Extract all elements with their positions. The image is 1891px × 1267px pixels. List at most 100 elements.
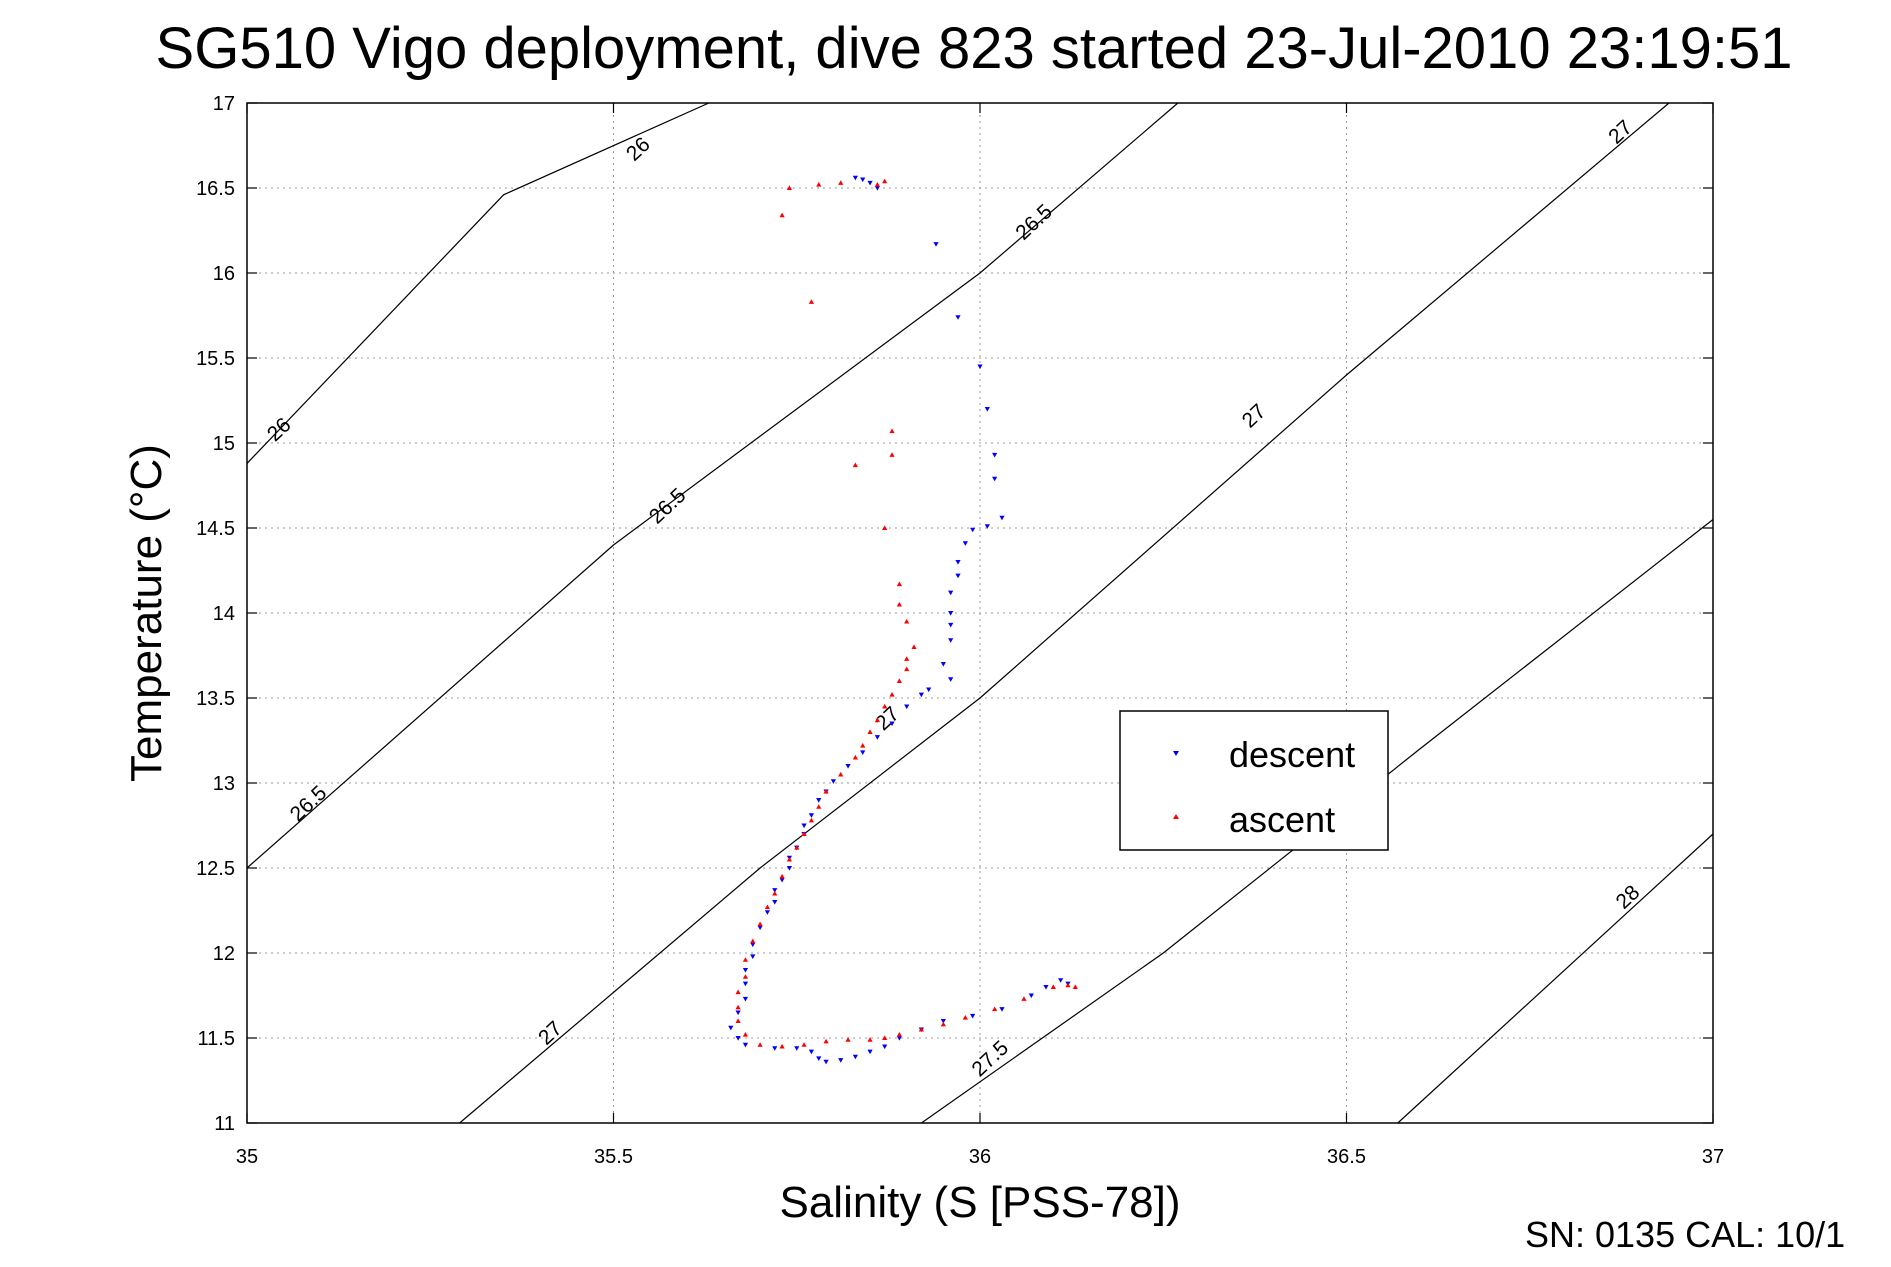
y-tick-label: 14 [213, 603, 235, 625]
ascent-point [838, 180, 844, 185]
x-tick-label: 35.5 [594, 1146, 633, 1168]
contour-label: 27 [534, 1017, 567, 1050]
contour-label: 26.5 [1011, 200, 1057, 245]
ascent-point [882, 525, 888, 530]
ascent-point [823, 788, 829, 794]
y-tick-label: 15 [213, 433, 235, 455]
ascent-point [962, 1015, 968, 1020]
descent-point [845, 764, 851, 769]
descent-point [955, 315, 961, 320]
ascent-point [889, 452, 895, 457]
descent-point [948, 638, 954, 643]
descent-point [977, 364, 983, 370]
contour-label: 27 [1238, 400, 1271, 433]
descent-point [948, 622, 954, 628]
chart-title: SG510 Vigo deployment, dive 823 started … [156, 16, 1793, 81]
descent-point [742, 968, 749, 973]
legend: descent ascent [1119, 710, 1389, 851]
ascent-point [779, 1043, 785, 1049]
y-tick-label: 13.5 [196, 688, 235, 710]
descent-point [926, 687, 932, 693]
ascent-point [801, 831, 807, 836]
descent-point [999, 1007, 1005, 1012]
ascent-point [742, 974, 749, 979]
series-descent [728, 175, 1071, 1065]
descent-point [816, 798, 822, 803]
ascent-point [845, 1037, 851, 1042]
descent-point [816, 1056, 822, 1061]
legend-ascent-label: ascent [1229, 799, 1335, 840]
ascent-point [816, 182, 822, 187]
y-tick-label: 11.5 [198, 1028, 235, 1050]
contour-label: 26.5 [645, 484, 691, 529]
descent-point [757, 925, 763, 931]
contour-label: 28 [1612, 881, 1645, 914]
ascent-point [808, 299, 815, 304]
descent-point [735, 1010, 741, 1016]
ascent-point [904, 656, 910, 661]
y-axis-label: Temperature (°C) [122, 444, 171, 782]
descent-point [852, 1054, 858, 1060]
ascent-point [823, 1038, 829, 1044]
contour-label: 26.5 [286, 781, 332, 826]
contour-label: 27.5 [967, 1036, 1013, 1081]
x-tick-label: 37 [1702, 1146, 1724, 1168]
descent-point [750, 942, 756, 948]
y-tick-label: 16.5 [196, 178, 235, 200]
descent-point [772, 1046, 778, 1051]
descent-point [838, 1058, 844, 1063]
x-tick-label: 36 [969, 1146, 991, 1168]
ascent-point [757, 921, 763, 927]
descent-point [750, 954, 756, 959]
descent-point [728, 1025, 734, 1031]
descent-point [742, 981, 749, 987]
descent-point [779, 877, 785, 883]
ascent-point [1072, 984, 1078, 989]
descent-point [874, 186, 880, 191]
ascent-point [786, 856, 793, 862]
ascent-point [904, 666, 910, 672]
ascent-point [801, 1042, 807, 1047]
ascent-point [1065, 982, 1071, 988]
contour-label: 27 [1604, 116, 1637, 149]
descent-point [874, 735, 880, 740]
ascent-point [860, 743, 866, 748]
legend-ascent-marker [1173, 814, 1179, 819]
descent-point [801, 823, 807, 829]
ascent-point [1050, 984, 1056, 989]
ascent-point [882, 1035, 888, 1040]
density-contours [246, 102, 1714, 1124]
y-tick-label: 17 [213, 93, 235, 115]
descent-point [808, 813, 815, 818]
ascent-point [1021, 996, 1027, 1001]
descent-point [794, 1046, 800, 1051]
ascent-point [852, 754, 858, 760]
descent-point [992, 476, 998, 482]
descent-point [948, 677, 954, 682]
ascent-point [874, 717, 880, 723]
ascent-point [808, 817, 815, 823]
ascent-point [816, 804, 822, 809]
ascent-point [874, 182, 880, 187]
ascent-point [786, 185, 793, 190]
y-tick-label: 13 [213, 773, 235, 795]
descent-point [882, 1044, 888, 1050]
contour-label: 27 [871, 702, 904, 735]
descent-point [984, 524, 990, 529]
descent-point [962, 541, 968, 546]
descent-point [772, 888, 778, 893]
y-tick-label: 16 [213, 263, 235, 285]
ascent-point [852, 462, 858, 468]
descent-point [1058, 978, 1064, 983]
descent-point [1028, 993, 1034, 999]
descent-point [955, 560, 961, 565]
legend-descent-label: descent [1229, 734, 1355, 775]
descent-point [1043, 985, 1049, 990]
ascent-point [992, 1006, 998, 1012]
contour-line-27-5 [921, 519, 1714, 1124]
descent-point [918, 692, 924, 698]
descent-point [786, 866, 793, 871]
